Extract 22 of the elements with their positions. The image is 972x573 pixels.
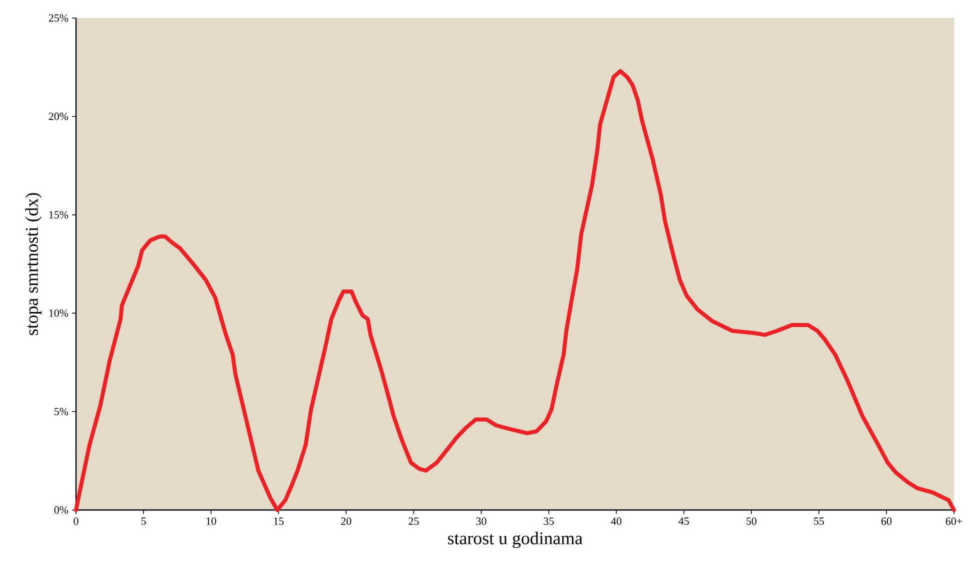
x-tick-label: 15 [274, 518, 284, 525]
y-tick-label: 0% [54, 506, 68, 514]
y-tick-label: 25% [48, 14, 68, 22]
x-tick-label: 0 [74, 518, 78, 525]
x-tick-label: 25 [408, 518, 419, 525]
x-tick-label: 30 [476, 518, 486, 525]
y-axis-title: stopa smrtnosti (dx) [25, 193, 42, 335]
y-tick-label: 15% [49, 211, 68, 219]
x-tick-label: 45 [678, 518, 689, 525]
y-tick-label: 5% [54, 408, 68, 416]
x-tick-label: 35 [544, 518, 554, 525]
x-tick-label: 60+ [946, 518, 962, 525]
x-tick-label: 40 [611, 518, 622, 525]
x-tick-label: 10 [206, 518, 216, 525]
x-tick-label: 50 [746, 518, 756, 525]
y-tick-label: 10% [49, 309, 68, 317]
x-tick-label: 60 [881, 518, 892, 525]
y-tick-label: 20% [48, 112, 68, 120]
x-axis-title: starost u godinama [448, 532, 582, 548]
x-tick-label: 20 [341, 518, 352, 525]
x-tick-label: 55 [814, 518, 824, 525]
x-tick-label: 5 [141, 518, 146, 525]
